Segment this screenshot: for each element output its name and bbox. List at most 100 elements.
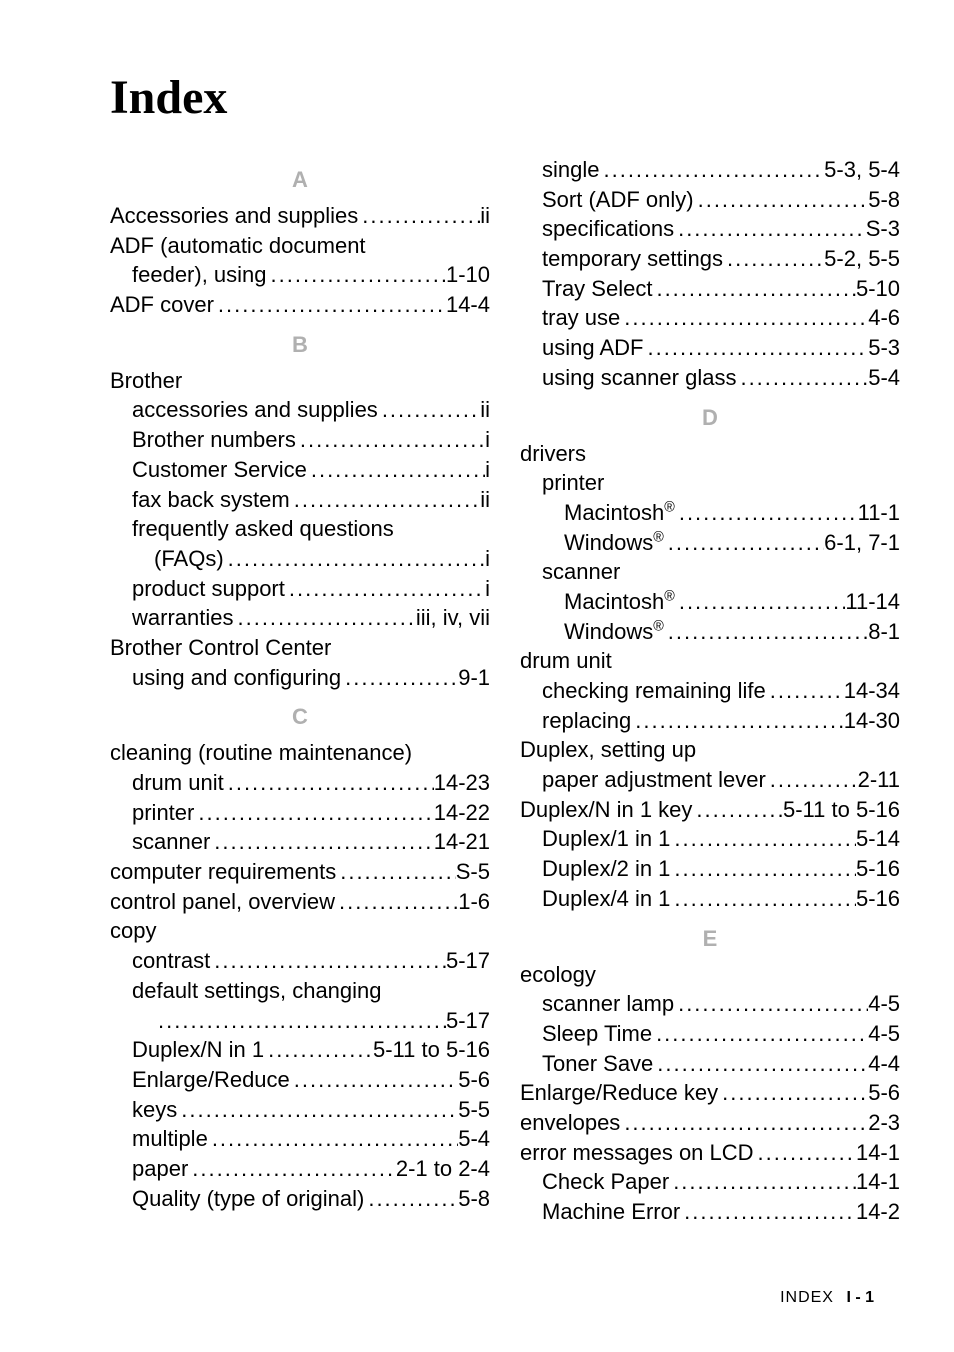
index-entry-page: 8-1: [868, 617, 900, 647]
index-entry[interactable]: Tray Select5-10: [520, 274, 900, 304]
index-entry[interactable]: Enlarge/Reduce5-6: [110, 1065, 490, 1095]
index-entry[interactable]: Customer Service i: [110, 455, 490, 485]
index-entry[interactable]: contrast5-17: [110, 946, 490, 976]
index-entry[interactable]: using scanner glass5-4: [520, 363, 900, 393]
leader-dots: [177, 1095, 458, 1125]
index-entry[interactable]: Brother numbers i: [110, 425, 490, 455]
index-entry[interactable]: specifications S-3: [520, 214, 900, 244]
index-entry[interactable]: error messages on LCD14-1: [520, 1138, 900, 1168]
index-entry[interactable]: Macintosh®11-14: [520, 587, 900, 617]
leader-dots: [620, 303, 868, 333]
index-entry[interactable]: Sort (ADF only)5-8: [520, 185, 900, 215]
leader-dots: [653, 1049, 868, 1079]
index-entry-page: 14-4: [446, 290, 490, 320]
section-letter: A: [110, 167, 490, 193]
index-entry-label: Machine Error: [542, 1197, 680, 1227]
index-entry-page: 2-1 to 2-4: [396, 1154, 490, 1184]
index-entry-label: checking remaining life: [542, 676, 766, 706]
index-entry-label: Duplex/2 in 1: [542, 854, 670, 884]
index-entry[interactable]: replacing14-30: [520, 706, 900, 736]
index-entry-label: scanner lamp: [542, 989, 674, 1019]
index-entry-label: using and configuring: [132, 663, 341, 693]
index-entry-page: 5-17: [446, 1006, 490, 1036]
index-entry-label: specifications: [542, 214, 674, 244]
section-letter: B: [110, 332, 490, 358]
index-entry[interactable]: Enlarge/Reduce key5-6: [520, 1078, 900, 1108]
index-entry[interactable]: fax back systemii: [110, 485, 490, 515]
registered-mark: ®: [664, 589, 675, 605]
index-entry[interactable]: feeder), using1-10: [110, 260, 490, 290]
index-entry-label: Check Paper: [542, 1167, 669, 1197]
index-entry[interactable]: Check Paper14-1: [520, 1167, 900, 1197]
index-entry-page: 5-10: [856, 274, 900, 304]
index-entry[interactable]: product support i: [110, 574, 490, 604]
index-entry[interactable]: ADF cover14-4: [110, 290, 490, 320]
index-entry[interactable]: 5-17: [110, 1006, 490, 1036]
index-entry[interactable]: control panel, overview1-6: [110, 887, 490, 917]
index-entry[interactable]: accessories and suppliesii: [110, 395, 490, 425]
index-entry[interactable]: Duplex/1 in 15-14: [520, 824, 900, 854]
index-entry[interactable]: printer14-22: [110, 798, 490, 828]
index-entry-page: i: [485, 455, 490, 485]
index-entry[interactable]: paper2-1 to 2-4: [110, 1154, 490, 1184]
index-entry[interactable]: computer requirementsS-5: [110, 857, 490, 887]
index-entry-label: temporary settings: [542, 244, 723, 274]
index-entry[interactable]: temporary settings 5-2, 5-5: [520, 244, 900, 274]
index-entry[interactable]: Windows® 6-1, 7-1: [520, 528, 900, 558]
index-columns: AAccessories and suppliesiiADF (automati…: [110, 155, 884, 1227]
leader-dots: [644, 333, 869, 363]
section-letter: C: [110, 704, 490, 730]
index-entry[interactable]: keys5-5: [110, 1095, 490, 1125]
index-entry-page: 1-10: [446, 260, 490, 290]
index-entry-label: Quality (type of original): [132, 1184, 364, 1214]
index-entry-page: 5-17: [446, 946, 490, 976]
index-entry[interactable]: Machine Error 14-2: [520, 1197, 900, 1227]
index-entry[interactable]: drum unit14-23: [110, 768, 490, 798]
index-entry-page: 14-23: [434, 768, 490, 798]
index-entry[interactable]: Duplex/N in 1 key 5-11 to 5-16: [520, 795, 900, 825]
index-entry[interactable]: using and configuring9-1: [110, 663, 490, 693]
index-entry[interactable]: Toner Save4-4: [520, 1049, 900, 1079]
index-entry[interactable]: Duplex/N in 15-11 to 5-16: [110, 1035, 490, 1065]
index-entry[interactable]: Accessories and suppliesii: [110, 201, 490, 231]
index-entry-label: multiple: [132, 1124, 208, 1154]
index-entry-page: ii: [480, 201, 490, 231]
leader-dots: [694, 185, 869, 215]
leader-dots: [669, 1167, 856, 1197]
index-entry-label: Windows®: [564, 617, 664, 647]
index-entry-label: Macintosh®: [564, 587, 675, 617]
leader-dots: [336, 857, 456, 887]
index-entry-page: 5-6: [868, 1078, 900, 1108]
index-entry[interactable]: Duplex/2 in 15-16: [520, 854, 900, 884]
index-entry[interactable]: envelopes2-3: [520, 1108, 900, 1138]
index-entry[interactable]: Macintosh®11-1: [520, 498, 900, 528]
leader-dots: [214, 290, 446, 320]
index-entry[interactable]: tray use4-6: [520, 303, 900, 333]
index-entry[interactable]: (FAQs) i: [110, 544, 490, 574]
index-entry[interactable]: Quality (type of original)5-8: [110, 1184, 490, 1214]
index-entry-page: 5-4: [868, 363, 900, 393]
index-entry-label: using ADF: [542, 333, 644, 363]
index-entry[interactable]: scanner14-21: [110, 827, 490, 857]
index-entry[interactable]: multiple5-4: [110, 1124, 490, 1154]
index-entry[interactable]: using ADF5-3: [520, 333, 900, 363]
index-entry[interactable]: Sleep Time4-5: [520, 1019, 900, 1049]
index-entry[interactable]: paper adjustment lever2-11: [520, 765, 900, 795]
index-entry-page: 14-2: [856, 1197, 900, 1227]
index-entry-label: (FAQs): [154, 544, 224, 574]
index-heading: default settings, changing: [110, 976, 490, 1006]
index-entry[interactable]: Duplex/4 in 15-16: [520, 884, 900, 914]
left-column: AAccessories and suppliesiiADF (automati…: [110, 155, 490, 1227]
index-entry[interactable]: Windows® 8-1: [520, 617, 900, 647]
index-entry-label: Macintosh®: [564, 498, 675, 528]
leader-dots: [631, 706, 843, 736]
index-entry[interactable]: checking remaining life14-34: [520, 676, 900, 706]
registered-mark: ®: [664, 500, 675, 516]
index-entry-page: 14-22: [434, 798, 490, 828]
index-entry[interactable]: scanner lamp4-5: [520, 989, 900, 1019]
index-entry-page: 5-14: [856, 824, 900, 854]
leader-dots: [290, 1065, 458, 1095]
index-entry[interactable]: warrantiesiii, iv, vii: [110, 603, 490, 633]
index-entry[interactable]: single 5-3, 5-4: [520, 155, 900, 185]
index-entry-label: error messages on LCD: [520, 1138, 754, 1168]
